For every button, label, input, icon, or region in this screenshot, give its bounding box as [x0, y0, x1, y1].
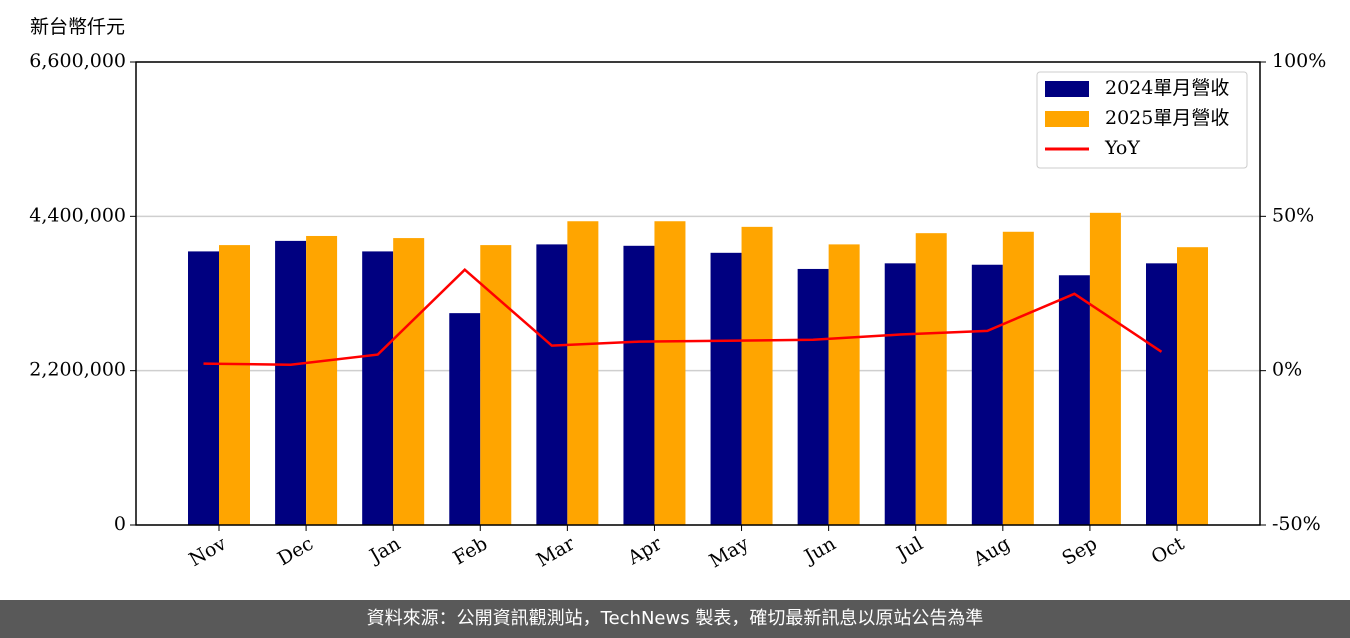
plot-frame — [135, 61, 1261, 526]
footer: 資料來源：公開資訊觀測站，TechNews 製表，確切最新訊息以原站公告為準 — [0, 600, 1350, 638]
bar — [306, 235, 338, 525]
bar — [1058, 275, 1090, 525]
bar — [393, 238, 425, 525]
bar — [1089, 212, 1121, 526]
legend-label: YoY — [1104, 137, 1140, 159]
chart: 新台幣仟元 0 2,200,000 4,400,000 6,600,000 -50% 0%… — [29, 16, 1326, 572]
bar — [362, 251, 394, 525]
bar — [219, 245, 250, 525]
x-tick-label: May — [706, 532, 753, 572]
line — [203, 268, 1163, 367]
bar — [884, 263, 916, 525]
bar — [480, 245, 512, 525]
bar — [654, 221, 686, 525]
x-tick-label: Jul — [892, 533, 927, 566]
y-tick-label: 4,400,000 — [29, 204, 126, 226]
bar — [275, 240, 307, 526]
x-tick-label: Jan — [364, 533, 404, 569]
x-tick-label: Aug — [969, 533, 1014, 572]
y2-tick-label: 0% — [1272, 359, 1302, 381]
bar — [797, 268, 829, 525]
y2-tick-label: 50% — [1272, 204, 1314, 226]
legend-swatch — [1045, 81, 1089, 97]
x-tick-label: Nov — [185, 532, 230, 571]
x-tick-label: Jun — [799, 533, 840, 569]
bar — [971, 264, 1003, 525]
bar — [915, 233, 947, 526]
y-axis-label: 新台幣仟元 — [30, 16, 125, 38]
x-tick-label: Dec — [274, 533, 317, 571]
y-tick-label: 2,200,000 — [29, 359, 126, 381]
bar — [449, 313, 481, 525]
bar — [710, 252, 742, 525]
bar — [741, 226, 773, 525]
bar — [828, 244, 860, 526]
x-tick-label: Oct — [1148, 532, 1189, 568]
y-tick-label: 6,600,000 — [29, 50, 126, 72]
bar — [567, 221, 599, 525]
bar — [1146, 263, 1177, 525]
bar — [536, 244, 568, 526]
bar — [1002, 231, 1034, 525]
x-tick-label: Mar — [533, 532, 579, 571]
legend-box — [1036, 71, 1248, 169]
x-tick-label: Apr — [623, 532, 666, 569]
x-tick-label: Feb — [449, 533, 491, 570]
y2-tick-label: -50% — [1272, 513, 1321, 535]
y2-tick-label: 100% — [1272, 50, 1326, 72]
legend-label: 2025單月營收 — [1105, 107, 1229, 129]
legend-swatch — [1045, 111, 1089, 127]
x-tick-label: Sep — [1058, 533, 1101, 570]
bar — [1177, 247, 1208, 525]
y-tick-label: 0 — [114, 513, 126, 535]
bar — [623, 245, 655, 525]
legend-label: 2024單月營收 — [1105, 77, 1229, 99]
bar — [188, 251, 219, 525]
